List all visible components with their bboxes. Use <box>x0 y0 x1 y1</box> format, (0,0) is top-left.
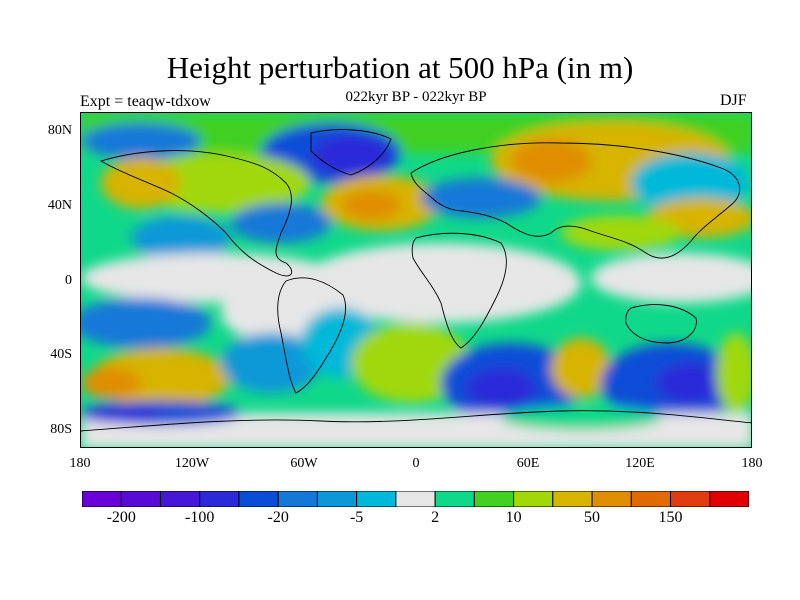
height-field-map <box>81 113 751 447</box>
colorbar-box <box>591 491 632 507</box>
lon-label-60w: 60W <box>290 456 318 471</box>
colorbar-box <box>316 491 358 507</box>
lat-label-0: 0 <box>65 273 72 288</box>
coastlines <box>81 129 751 432</box>
colorbar-box <box>473 491 515 507</box>
season-label: DJF <box>720 92 747 109</box>
colorbar-tick-label: -100 <box>185 509 215 526</box>
colorbar-tick-label: -20 <box>267 509 289 526</box>
colorbar-box <box>709 491 749 507</box>
colorbar-tick-label: 2 <box>431 509 440 526</box>
colorbar-box <box>395 491 436 507</box>
plot-title: Height perturbation at 500 hPa (in m) <box>166 50 634 85</box>
colorbar-box <box>120 491 161 507</box>
greenland-coast <box>310 129 392 176</box>
colorbar-box <box>356 491 397 507</box>
lat-label-40n: 40N <box>47 198 72 213</box>
plot-subtitle: 022kyr BP - 022kyr BP <box>345 89 487 105</box>
colorbar-tick-label: -5 <box>349 509 364 526</box>
colorbar-box <box>434 491 475 507</box>
colorbar-box <box>277 491 318 507</box>
lon-label-120e: 120E <box>625 456 655 471</box>
south-america-coast <box>277 277 347 394</box>
colorbar-tick-label: 150 <box>658 509 683 526</box>
eurasia-coast <box>410 142 741 259</box>
lon-label-180e: 180 <box>741 456 763 471</box>
colorbar-box <box>630 491 672 507</box>
australia-coast <box>625 304 697 344</box>
antarctica-coast <box>81 410 751 432</box>
map-panel <box>80 112 752 448</box>
experiment-label: Expt = teaqw-tdxow <box>80 93 211 110</box>
colorbar-tick-label: 10 <box>505 509 522 526</box>
colorbar-box <box>552 491 593 507</box>
north-america-coast <box>99 150 293 277</box>
africa-coast <box>411 232 507 349</box>
lon-label-60e: 60E <box>516 456 540 471</box>
colorbar-box <box>199 491 240 507</box>
colorbar-box <box>238 491 279 507</box>
lon-label-120w: 120W <box>174 456 210 471</box>
colorbar-tick-label: 50 <box>584 509 601 526</box>
colorbar-box <box>670 491 711 507</box>
colorbar-tick-label: -200 <box>106 509 136 526</box>
lat-label-40s: 40S <box>50 347 72 362</box>
colorbar-box <box>82 491 122 507</box>
colorbar <box>82 491 749 507</box>
lat-label-80s: 80S <box>50 422 72 437</box>
lon-label-0: 0 <box>412 456 420 471</box>
lon-label-180w: 180 <box>69 456 91 471</box>
lat-label-80n: 80N <box>47 123 72 138</box>
colorbar-box <box>513 491 554 507</box>
colorbar-box <box>159 491 201 507</box>
